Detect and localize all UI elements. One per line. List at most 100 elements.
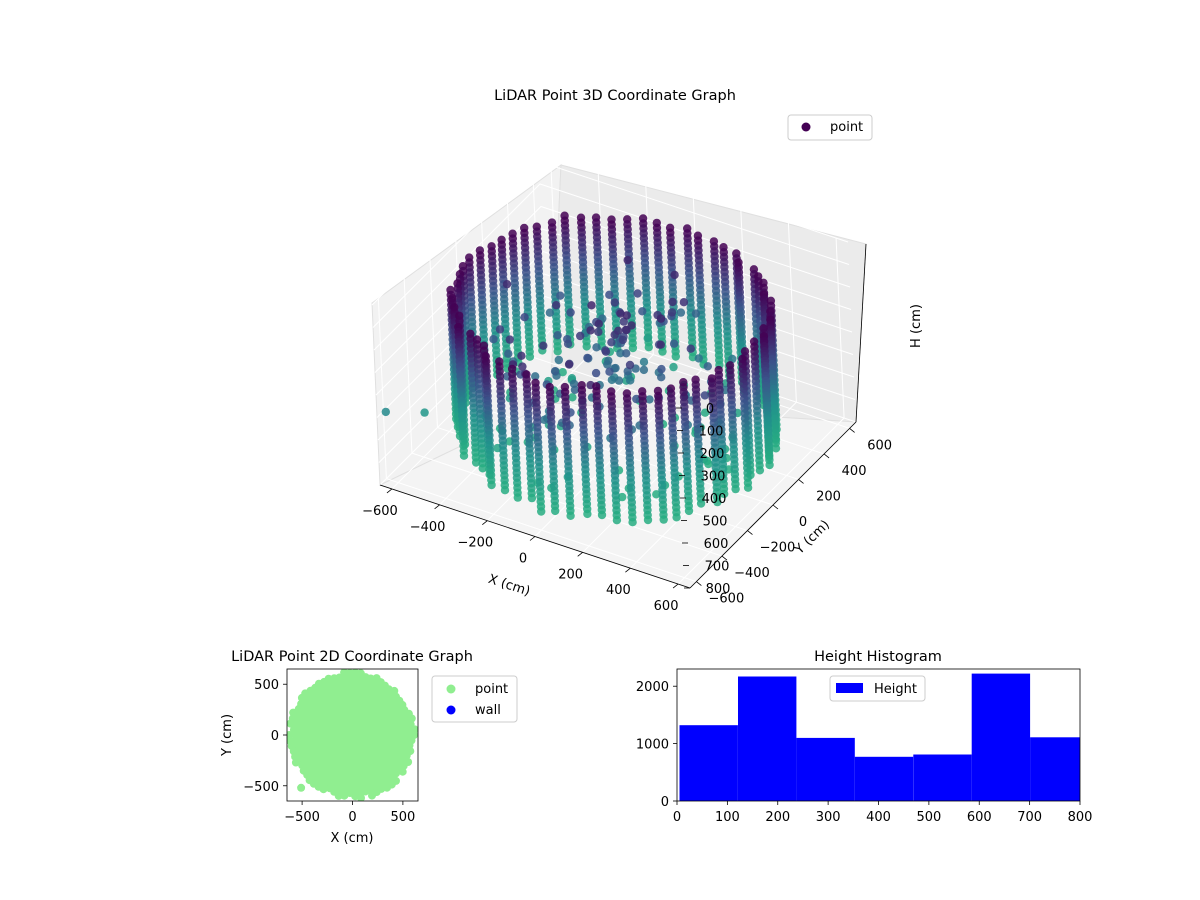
y-tick-label-4: 200 xyxy=(816,489,841,504)
point-3d xyxy=(603,360,612,369)
chart-2d-xlabel: X (cm) xyxy=(331,831,374,846)
point-3d xyxy=(743,483,753,492)
point-3d xyxy=(489,335,498,344)
point-2d xyxy=(287,719,295,728)
x-tick-mark-6 xyxy=(672,583,679,589)
chart-3d-title: LiDAR Point 3D Coordinate Graph xyxy=(494,88,736,104)
point-2d xyxy=(407,736,416,745)
point-3d xyxy=(545,308,555,317)
hist-y-tick-label-0: 0 xyxy=(661,795,669,810)
point-2d xyxy=(357,794,365,801)
point-3d xyxy=(628,518,637,527)
histogram-bar-1 xyxy=(738,676,797,801)
hist-x-tick-label-7: 700 xyxy=(1017,810,1042,825)
point-3d xyxy=(691,309,701,318)
point-3d xyxy=(771,444,781,453)
point-3d xyxy=(626,376,635,385)
point-3d xyxy=(670,270,679,280)
point-3d xyxy=(505,335,514,344)
point-3d xyxy=(652,490,661,499)
y2d-tick-label-0: 500 xyxy=(254,678,279,693)
point-3d xyxy=(520,313,529,322)
point-3d xyxy=(576,331,585,341)
point-3d xyxy=(658,347,667,356)
y-tick-label-1: −400 xyxy=(734,566,770,581)
point-3d xyxy=(656,340,665,349)
point-3d xyxy=(495,325,505,334)
point-2d xyxy=(297,693,306,702)
point-2d xyxy=(334,791,343,800)
point-3d xyxy=(487,480,496,490)
point-3d xyxy=(582,342,591,351)
histogram-bar-0 xyxy=(679,725,738,801)
histogram-bar-2 xyxy=(796,737,855,801)
point-3d xyxy=(622,311,631,320)
y-tick-label-0: −600 xyxy=(709,592,745,607)
chart-2d-ylabel: Y (cm) xyxy=(220,714,235,757)
point-2d xyxy=(404,758,413,766)
point-3d xyxy=(644,343,653,352)
x2d-tick-label-2: 500 xyxy=(390,810,415,825)
legend-point-marker xyxy=(801,122,811,132)
y-tick-label-3: 0 xyxy=(799,515,807,530)
z-tick-label-3: 300 xyxy=(701,470,726,485)
point-3d xyxy=(605,367,614,376)
point-3d xyxy=(537,507,546,516)
point-2d xyxy=(291,758,300,767)
point-3d xyxy=(568,393,577,402)
z-axis-label: H (cm) xyxy=(909,304,924,348)
y-tick-mark-5 xyxy=(823,453,830,459)
point-3d xyxy=(623,255,632,265)
y-tick-mark-6 xyxy=(849,428,855,433)
histogram-legend: Height xyxy=(829,675,926,702)
chart-3d-legend-box xyxy=(787,114,873,141)
y2d-tick-label-1: 0 xyxy=(271,729,279,744)
point-3d xyxy=(700,391,710,400)
x-tick-label-1: −400 xyxy=(410,520,446,535)
point-3d xyxy=(616,309,625,318)
point-3d xyxy=(540,415,549,424)
z-tick-label-0: 0 xyxy=(706,402,714,417)
hist-x-tick-label-0: 0 xyxy=(673,810,681,825)
point-3d xyxy=(591,368,601,378)
grid-z-0 xyxy=(371,138,849,306)
point-3d xyxy=(504,349,513,358)
point-3d xyxy=(586,326,595,335)
point-3d xyxy=(703,362,712,371)
legend-height-label: Height xyxy=(874,682,917,697)
point-3d xyxy=(594,319,603,328)
point-3d xyxy=(607,375,617,385)
point-3d xyxy=(713,497,722,507)
hist-x-tick-label-4: 400 xyxy=(866,810,891,825)
legend-point-label: point xyxy=(830,120,863,135)
point-3d xyxy=(592,343,601,352)
chart-2d-ticks: −500 0 500 500 0 −500 xyxy=(243,678,415,825)
point-3d xyxy=(553,347,562,356)
hist-x-tick-label-3: 300 xyxy=(816,810,841,825)
z-tick-label-5: 500 xyxy=(703,515,728,530)
chart-3d-points xyxy=(381,211,781,527)
point-3d xyxy=(551,506,560,516)
point-3d xyxy=(656,314,666,323)
x-tick-mark-3 xyxy=(529,536,536,541)
point-3d xyxy=(553,331,562,340)
z-tick-label-7: 700 xyxy=(705,560,730,575)
chart-3d-legend: point xyxy=(787,114,873,141)
chart-histogram: Height Histogram 0 100 200 300 400 500 600 700 8… xyxy=(636,649,1093,825)
point-3d xyxy=(558,368,567,377)
point-3d xyxy=(570,385,580,394)
point-2d xyxy=(289,725,298,734)
point-3d xyxy=(527,493,537,503)
point-3d xyxy=(765,460,774,470)
point-3d xyxy=(605,290,614,299)
x2d-tick-label-0: −500 xyxy=(284,810,320,825)
x-tick-label-5: 400 xyxy=(606,583,631,598)
y-tick-mark-1 xyxy=(721,555,728,561)
point-3d xyxy=(622,349,631,358)
y-tick-label-6: 600 xyxy=(867,438,892,453)
point-3d xyxy=(525,352,535,361)
point-3d xyxy=(566,511,575,520)
point-3d xyxy=(645,395,654,404)
